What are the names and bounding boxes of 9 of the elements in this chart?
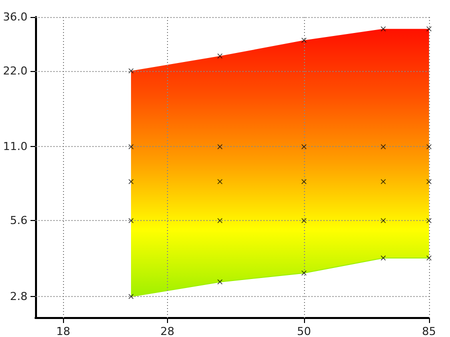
x-tick-label: 18 <box>56 325 70 337</box>
y-tick-label: 36.0 <box>2 10 28 24</box>
x-tick-label: 28 <box>160 325 174 337</box>
y-tick-label: 2.8 <box>10 290 28 303</box>
x-tick-label: 85 <box>422 325 436 337</box>
y-tick-label: 22.0 <box>2 64 28 78</box>
x-tick-label: 50 <box>296 325 311 337</box>
y-tick-label: 11.0 <box>2 140 28 154</box>
y-tick-label: 5.6 <box>10 214 28 228</box>
